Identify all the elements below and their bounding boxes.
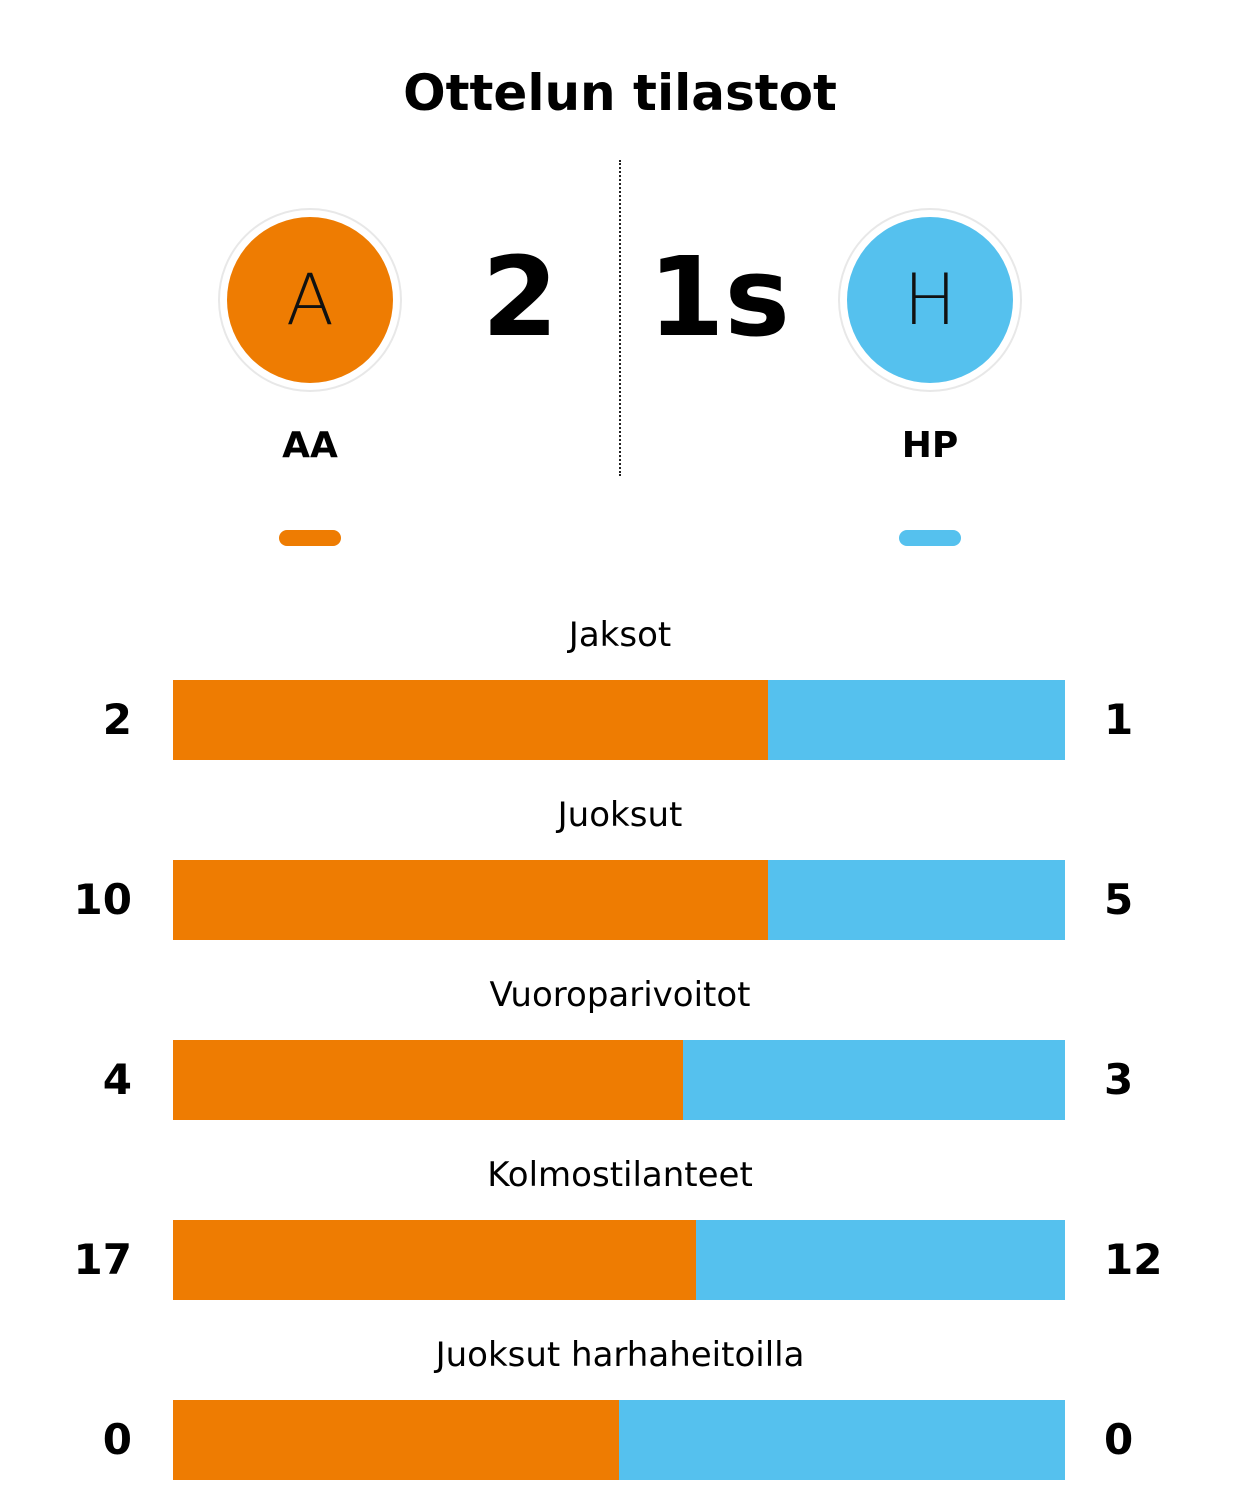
away-team-abbr: HP	[901, 425, 959, 466]
stat-label: Jaksot	[568, 615, 672, 655]
stat-home-value: 4	[102, 1055, 132, 1104]
stat-bar-home-segment	[173, 680, 768, 760]
away-team-logo-letter: H	[847, 217, 1013, 383]
stat-label: Juoksut harhaheitoilla	[435, 1335, 805, 1375]
stat-label: Juoksut	[557, 795, 683, 835]
stat-away-value: 3	[1104, 1055, 1134, 1104]
stat-bar-home-segment	[173, 1220, 696, 1300]
stat-away-value: 12	[1104, 1235, 1163, 1284]
away-team-logo: H	[838, 208, 1022, 392]
home-team-score: 2	[481, 233, 559, 361]
stat-bar	[173, 1220, 1065, 1300]
stat-bar-away-segment	[696, 1220, 1065, 1300]
home-team-logo-letter: A	[227, 217, 393, 383]
stat-home-value: 0	[102, 1415, 132, 1464]
stat-bar-home-segment	[173, 860, 768, 940]
stat-bar-away-segment	[683, 1040, 1065, 1120]
away-team-color-marker	[899, 530, 961, 546]
stat-label: Kolmostilanteet	[487, 1155, 753, 1195]
away-team-score: 1s	[647, 233, 790, 361]
stat-bar	[173, 860, 1065, 940]
stat-bar	[173, 1400, 1065, 1480]
stat-bar-home-segment	[173, 1400, 619, 1480]
stat-bar	[173, 680, 1065, 760]
stat-bar-away-segment	[619, 1400, 1065, 1480]
stat-home-value: 10	[73, 875, 132, 924]
stat-home-value: 2	[102, 695, 132, 744]
stat-bar-away-segment	[768, 680, 1065, 760]
home-team-abbr: AA	[282, 425, 338, 466]
stat-home-value: 17	[73, 1235, 132, 1284]
stat-bar-away-segment	[768, 860, 1065, 940]
home-team-color-marker	[279, 530, 341, 546]
stat-away-value: 5	[1104, 875, 1134, 924]
stat-bar-home-segment	[173, 1040, 683, 1120]
page-title: Ottelun tilastot	[403, 64, 837, 122]
home-team-logo: A	[218, 208, 402, 392]
stat-label: Vuoroparivoitot	[489, 975, 751, 1015]
stat-away-value: 0	[1104, 1415, 1134, 1464]
stat-away-value: 1	[1104, 695, 1134, 744]
center-divider	[619, 160, 621, 476]
stat-bar	[173, 1040, 1065, 1120]
